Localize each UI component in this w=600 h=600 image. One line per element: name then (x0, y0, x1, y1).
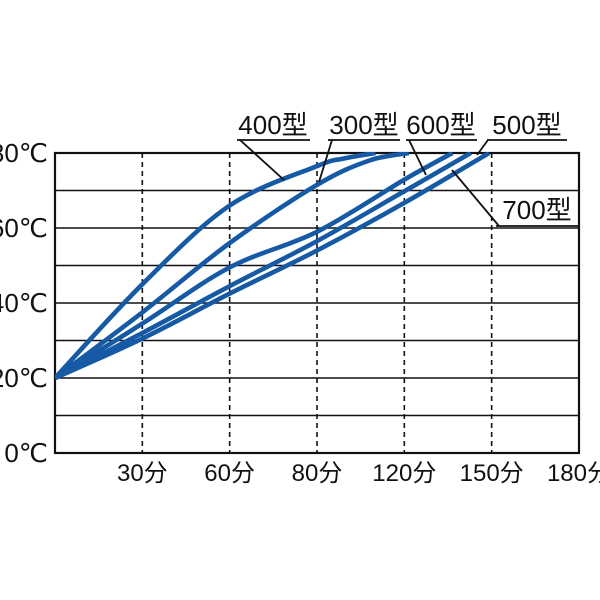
x-axis-label: 30分 (117, 460, 168, 487)
curve-series-0 (55, 152, 376, 380)
y-axis-label: 60℃ (0, 213, 48, 243)
curve-series-3 (55, 152, 472, 381)
x-axis-label: 150分 (460, 460, 524, 487)
curve-series-1 (55, 152, 410, 380)
x-axis-label: 120分 (372, 460, 436, 487)
series-label: 400型 (238, 110, 307, 140)
axis-labels: 80℃ 60℃ 40℃ 20℃ 0℃ 30分 60分 80分 120分 150分 180分 (0, 138, 600, 487)
y-axis-label: 80℃ (0, 138, 48, 168)
y-axis-label: 40℃ (0, 288, 48, 318)
series-leader-line (318, 139, 333, 183)
x-axis-label: 60分 (204, 460, 255, 487)
series-leader-line (408, 139, 427, 176)
series-leader-line (476, 139, 489, 156)
series-label: 600型 (406, 110, 475, 140)
y-axis-label: 20℃ (0, 363, 48, 393)
series-annotations: 400型 300型 600型 500型 700型 (237, 110, 578, 227)
y-axis-label: 0℃ (4, 438, 48, 468)
curve-series-4 (55, 152, 491, 381)
curve-series-2 (55, 152, 454, 380)
series-leader-line (451, 169, 500, 227)
series-leader-line (239, 139, 285, 181)
data-curves (55, 152, 491, 381)
gridlines (55, 153, 579, 453)
series-label: 700型 (502, 195, 571, 225)
x-axis-label: 80分 (292, 460, 343, 487)
series-label: 300型 (329, 110, 398, 140)
x-axis-label: 180分 (547, 460, 600, 487)
series-label: 500型 (492, 110, 561, 140)
plot-frame (53, 151, 581, 455)
